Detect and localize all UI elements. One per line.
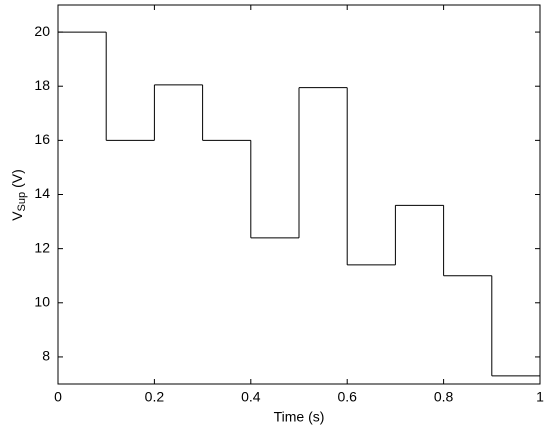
y-label-main: V xyxy=(9,211,25,221)
x-axis-label: Time (s) xyxy=(274,409,325,425)
y-tick-label: 10 xyxy=(34,293,50,309)
y-tick-label: 12 xyxy=(34,239,50,255)
x-tick-label: 1 xyxy=(536,389,544,405)
x-tick-label: 0.4 xyxy=(241,389,261,405)
x-tick-label: 0.6 xyxy=(337,389,357,405)
y-tick-label: 8 xyxy=(42,348,50,364)
x-tick-label: 0.2 xyxy=(145,389,165,405)
y-tick-label: 14 xyxy=(34,185,50,201)
y-label-sub: Sup xyxy=(16,192,28,212)
y-axis-label: VSup (V) xyxy=(9,169,28,221)
x-tick-label: 0.8 xyxy=(434,389,454,405)
y-tick-label: 18 xyxy=(34,77,50,93)
y-tick-label: 20 xyxy=(34,23,50,39)
y-tick-label: 16 xyxy=(34,131,50,147)
x-tick-label: 0 xyxy=(54,389,62,405)
y-label-unit: (V) xyxy=(9,169,25,188)
